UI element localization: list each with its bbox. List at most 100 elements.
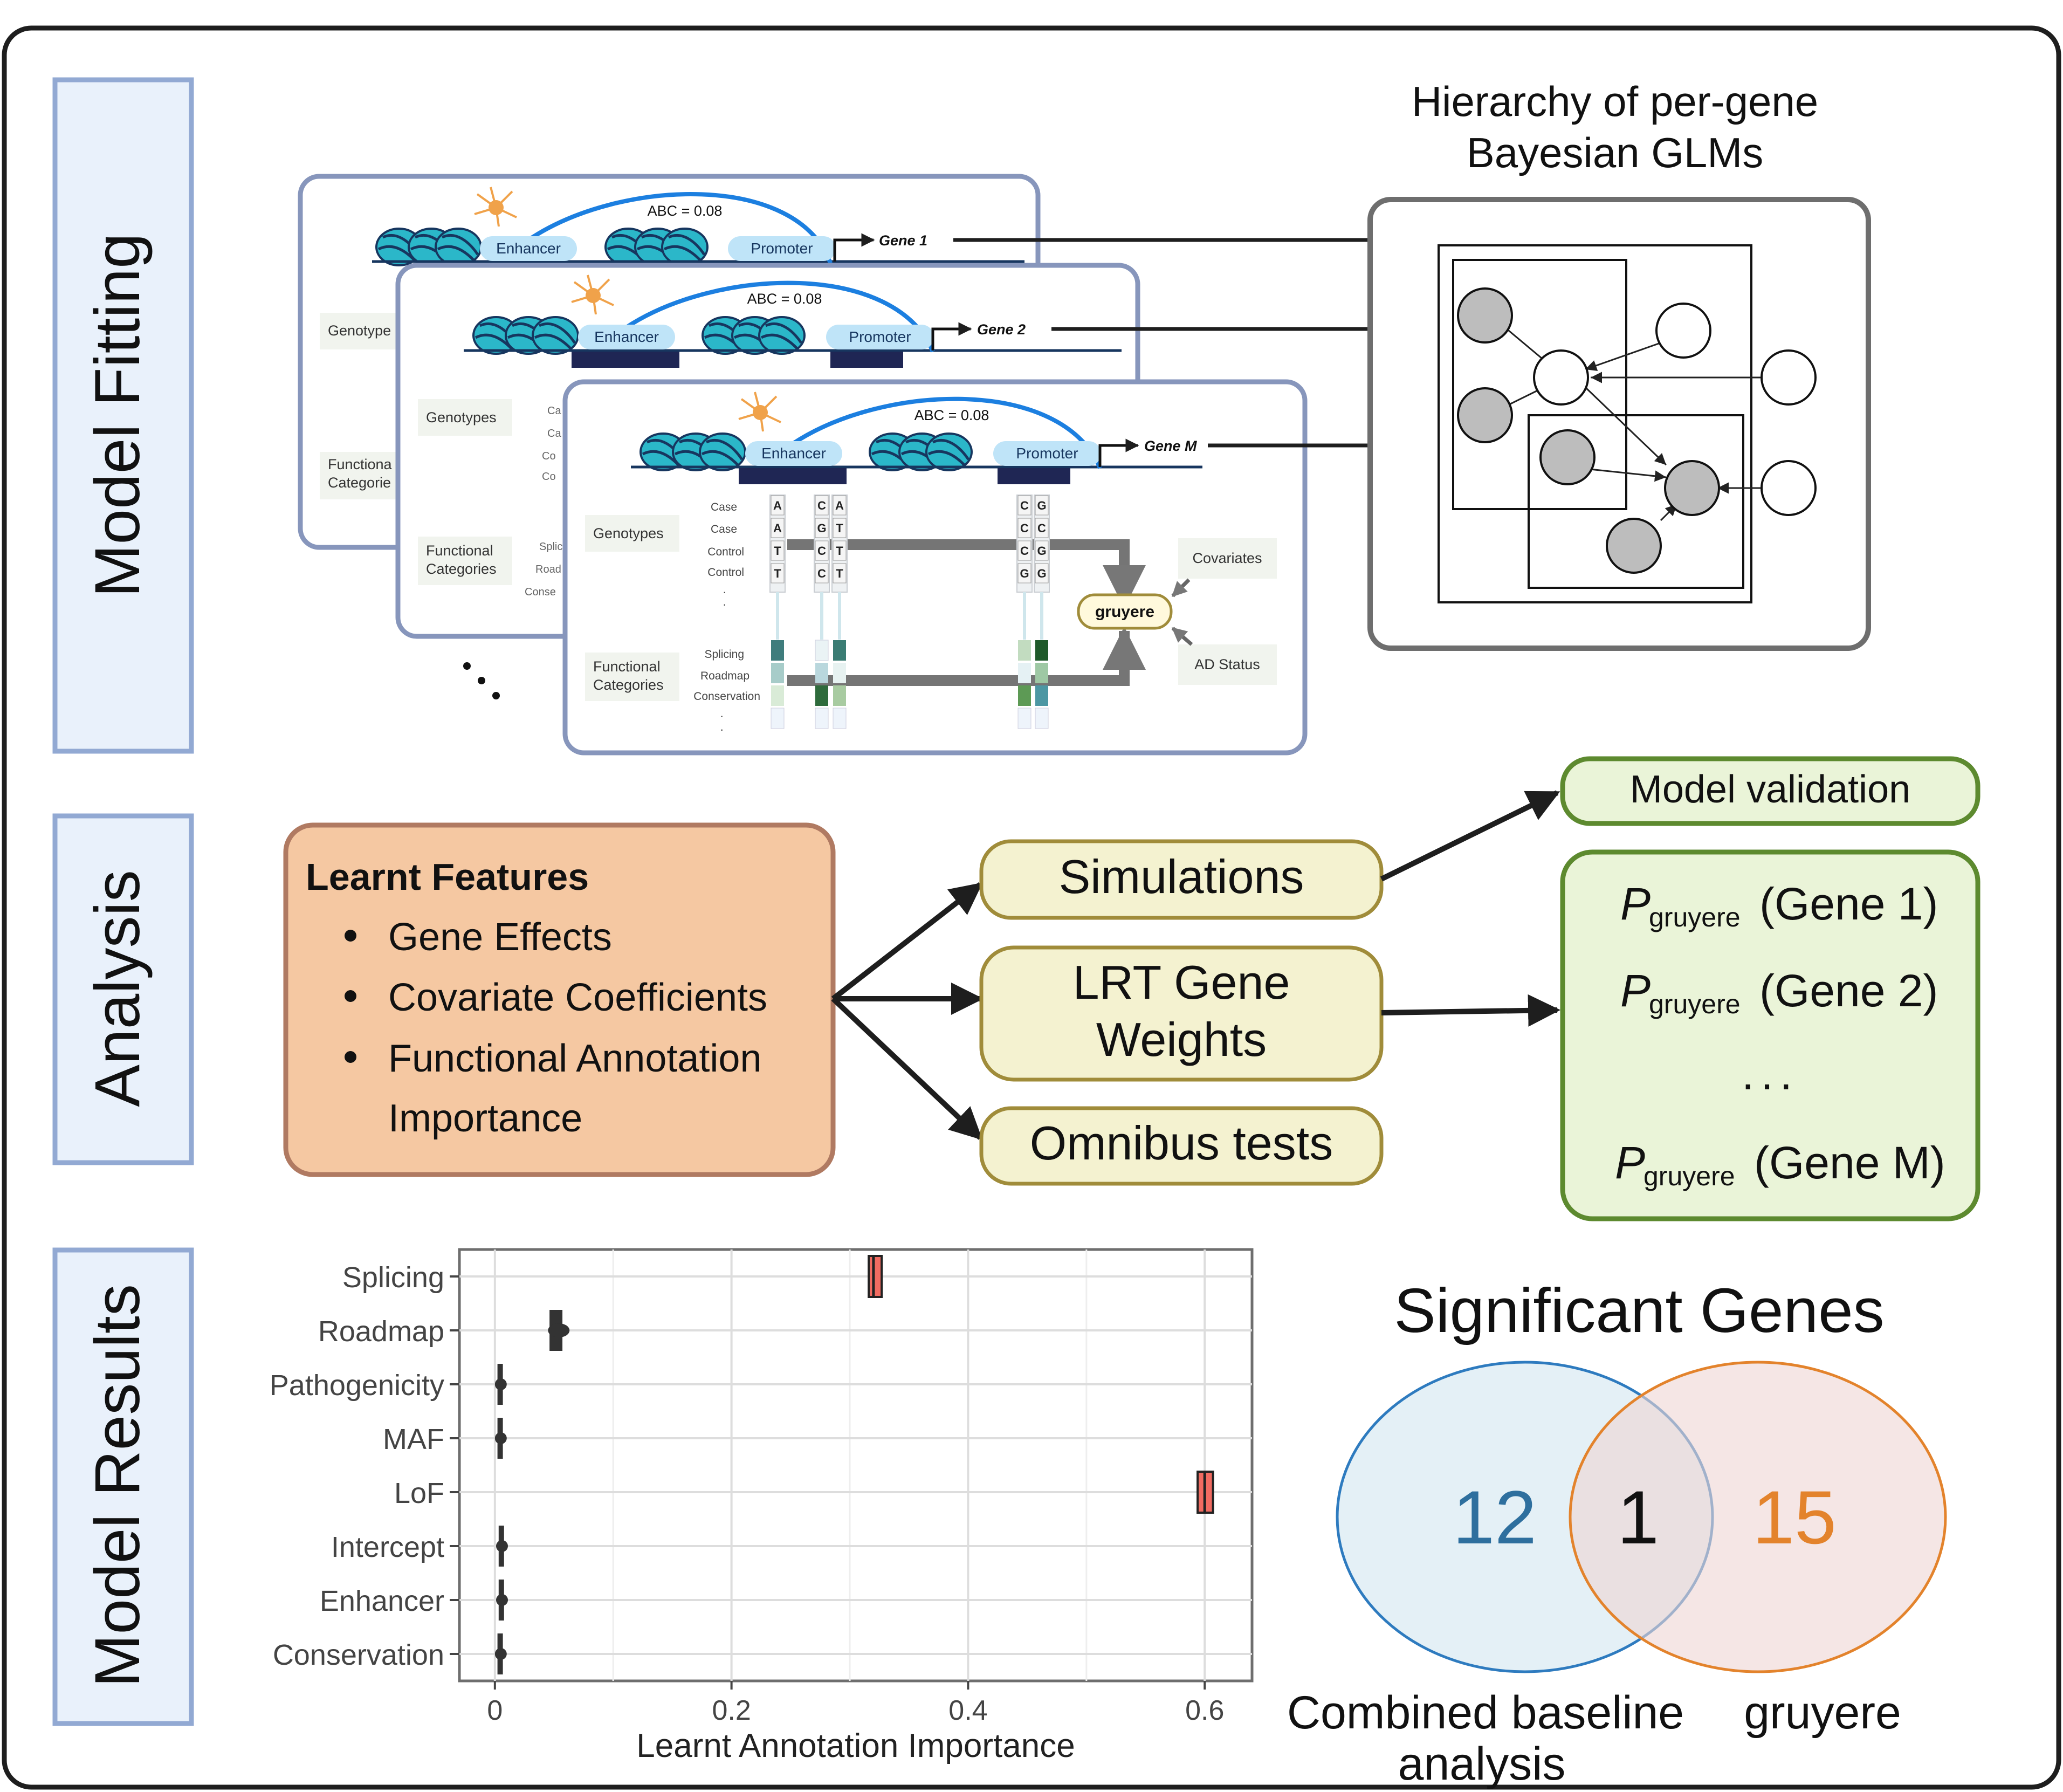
fragment-splic: Splic	[539, 541, 562, 553]
fragment-co-1: Co	[542, 450, 556, 462]
genotypes-label-2: Genotypes	[426, 409, 497, 425]
omnibus-label: Omnibus tests	[1030, 1116, 1333, 1170]
p-gene-1: P gruyere (Gene 1)	[1620, 878, 1938, 932]
fragment-ca-2: Ca	[547, 428, 561, 440]
venn-diagram: Significant Genes 12 1 15 Combined basel…	[1287, 1275, 1947, 1790]
allele-5-4: G	[1037, 567, 1046, 580]
allele-1-4: T	[774, 567, 781, 580]
simulations-label: Simulations	[1059, 850, 1304, 903]
lrt-label-line2: Weights	[1096, 1013, 1267, 1066]
simulations-box: Simulations	[979, 839, 1384, 920]
enhancer-label-1: Enhancer	[496, 240, 561, 257]
box-splicing	[868, 1255, 883, 1298]
functional-label-2b: Categories	[426, 561, 497, 577]
chart-x-tick-labels: 0 0.2 0.4 0.6	[487, 1681, 1224, 1726]
promoter-label-2: Promoter	[849, 328, 911, 345]
panel-ellipsis	[463, 662, 500, 699]
p-gene-label-2: (Gene 2)	[1759, 965, 1938, 1016]
venn-overlap-count: 1	[1617, 1475, 1659, 1560]
abc-label-m: ABC = 0.08	[914, 407, 989, 423]
venn-right-count: 15	[1752, 1475, 1837, 1560]
fragment-ca-1: Ca	[547, 405, 561, 417]
allele-3-3: T	[836, 544, 843, 558]
func-row-roadmap: Roadmap	[700, 670, 749, 682]
y-tick-enhancer: Enhancer	[320, 1585, 444, 1617]
genotype-label-1: Genotype	[328, 322, 391, 339]
allele-4-3: C	[1020, 544, 1029, 558]
svg-text:·: ·	[720, 709, 724, 723]
importance-chart: Splicing Roadmap Pathogenicity MAF LoF Interc…	[270, 1248, 1254, 1764]
allele-1-1: A	[773, 499, 782, 512]
y-tick-splicing: Splicing	[342, 1261, 444, 1294]
allele-5-3: G	[1037, 544, 1046, 558]
enhancer-label-2: Enhancer	[594, 328, 659, 345]
section-analysis: Analysis	[52, 813, 194, 1165]
learnt-item-covariate: Covariate Coefficients	[388, 976, 767, 1019]
allele-5-2: C	[1037, 521, 1046, 535]
svg-text:·: ·	[723, 598, 726, 611]
functional-label-mb: Categories	[593, 677, 664, 693]
row-label-control-1: Control	[707, 546, 744, 558]
p-symbol-2: P	[1620, 965, 1651, 1016]
x-tick-0.6: 0.6	[1185, 1695, 1224, 1726]
gene-label-2: Gene 2	[977, 321, 1026, 338]
section-model-results: Model Results	[52, 1247, 194, 1726]
omnibus-box: Omnibus tests	[979, 1106, 1384, 1186]
allele-2-3: C	[817, 544, 826, 558]
y-tick-conservation: Conservation	[273, 1639, 444, 1671]
x-tick-0.2: 0.2	[712, 1695, 751, 1726]
row-label-case-1: Case	[711, 501, 737, 513]
covariates-label: Covariates	[1192, 550, 1262, 566]
section-model-results-label: Model Results	[82, 1284, 153, 1687]
allele-5-1: G	[1037, 499, 1046, 512]
lrt-label-line1: LRT Gene	[1073, 956, 1290, 1009]
median-intercept	[496, 1540, 508, 1552]
venn-right-label: gruyere	[1744, 1687, 1901, 1739]
y-tick-lof: LoF	[394, 1477, 444, 1509]
fragment-road: Road	[535, 564, 561, 575]
svg-text:·: ·	[720, 723, 724, 736]
p-ellipsis: ...	[1742, 1048, 1799, 1099]
venn-left-label-line2: analysis	[1398, 1738, 1566, 1790]
learnt-item-functional: Functional Annotation	[388, 1037, 762, 1080]
ad-status-label: AD Status	[1194, 656, 1260, 672]
func-row-splicing: Splicing	[704, 648, 744, 661]
median-conservation	[494, 1648, 507, 1660]
glm-title-line1: Hierarchy of per-gene	[1412, 78, 1818, 125]
median-maf	[494, 1432, 507, 1444]
venn-left-label-line1: Combined baseline	[1287, 1687, 1684, 1739]
allele-2-1: C	[817, 499, 826, 512]
p-gene-m: P gruyere (Gene M)	[1615, 1137, 1945, 1191]
outer-frame	[2, 25, 2061, 1790]
fragment-conse: Conse	[525, 586, 556, 598]
row-label-control-2: Control	[707, 566, 744, 579]
x-tick-0.4: 0.4	[948, 1695, 987, 1726]
p-gene-label-1: (Gene 1)	[1759, 878, 1938, 929]
neuron-icon	[474, 187, 517, 227]
venn-title: Significant Genes	[1394, 1275, 1884, 1345]
allele-3-4: T	[836, 567, 843, 580]
x-tick-0: 0	[487, 1695, 503, 1726]
p-symbol-m: P	[1615, 1137, 1645, 1188]
fragment-co-2: Co	[542, 471, 556, 483]
chart-grid	[459, 1249, 1252, 1681]
y-tick-maf: MAF	[383, 1423, 444, 1455]
chart-marks	[494, 1255, 1214, 1674]
abc-label-2: ABC = 0.08	[747, 291, 822, 307]
chart-plot-area	[458, 1248, 1254, 1683]
p-sub-m: gruyere	[1643, 1161, 1735, 1191]
learnt-item-importance: Importance	[388, 1097, 582, 1140]
p-values-box: P gruyere (Gene 1) P gruyere (Gene 2) ..…	[1560, 849, 1981, 1221]
allele-1-2: A	[773, 521, 782, 535]
section-model-fitting-label: Model Fitting	[82, 233, 153, 598]
learnt-item-gene-effects: Gene Effects	[388, 916, 612, 959]
row-label-case-2: Case	[711, 523, 737, 535]
gene-panel-m: Enhancer Promoter ABC = 0.08 Gene M Geno…	[562, 379, 1308, 756]
abc-label-1: ABC = 0.08	[648, 203, 723, 219]
section-analysis-label: Analysis	[82, 870, 153, 1107]
p-sub-1: gruyere	[1649, 902, 1741, 932]
chart-y-tick-labels: Splicing Roadmap Pathogenicity MAF LoF Interc…	[270, 1261, 459, 1671]
learnt-features-title: Learnt Features	[306, 856, 589, 898]
